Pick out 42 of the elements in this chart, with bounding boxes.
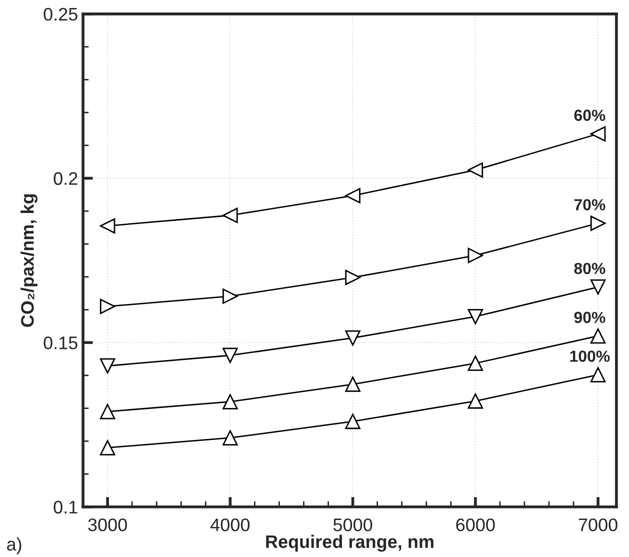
x-tick-label: 7000 [578, 518, 618, 532]
series-label: 100% [570, 350, 610, 362]
series-label: 90% [574, 312, 606, 324]
point [222, 394, 238, 410]
y-tick-label: 0.2 [54, 172, 78, 185]
point [345, 188, 360, 204]
series-label: 60% [574, 110, 606, 121]
point [590, 216, 606, 231]
y-axis-title: CO₂/pax/nm, kg [20, 194, 38, 327]
point [222, 288, 238, 304]
text: a) [7, 537, 22, 554]
point [468, 393, 484, 409]
x-tick-label: 6000 [456, 518, 495, 532]
series-label: 80% [574, 262, 606, 274]
point [100, 358, 116, 374]
point [100, 298, 116, 314]
point [468, 162, 484, 178]
point [345, 376, 360, 392]
y-tick-label: 0.1 [54, 500, 78, 514]
point [345, 270, 360, 286]
series-label: 70% [574, 199, 606, 210]
point [468, 308, 484, 324]
point [468, 248, 484, 264]
point [100, 440, 116, 456]
point [222, 208, 238, 224]
point [222, 430, 238, 446]
point [100, 218, 116, 234]
point [590, 126, 606, 142]
point [590, 367, 606, 382]
point [590, 328, 606, 344]
x-tick-label: 4000 [210, 518, 250, 532]
x-tick-label: 5000 [333, 518, 372, 532]
y-tick-label: 0.15 [44, 336, 78, 350]
x-tick-label: 3000 [88, 518, 127, 532]
point [100, 404, 116, 420]
x-axis-title: Required range, nm [266, 534, 434, 552]
point [590, 279, 606, 295]
point [345, 330, 360, 346]
point [345, 414, 360, 430]
point [222, 348, 238, 364]
point [468, 356, 484, 371]
y-tick-label: 0.25 [44, 8, 78, 21]
